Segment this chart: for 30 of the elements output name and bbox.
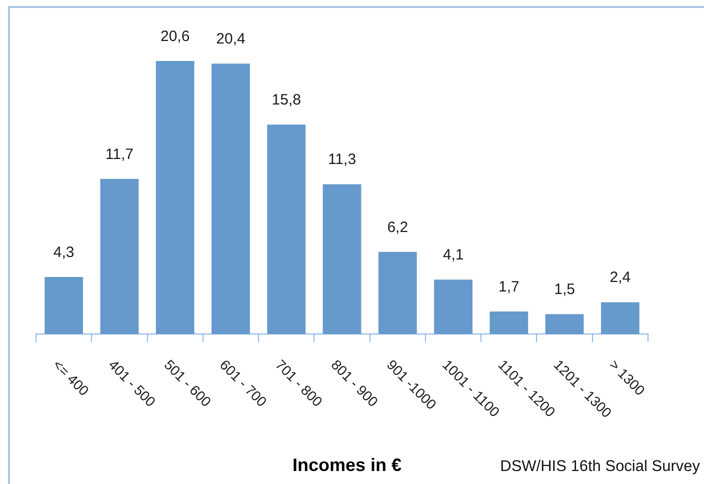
x-axis-title: Incomes in € [292,455,402,475]
data-label: 20,6 [160,28,190,45]
bar [156,60,194,334]
bar [378,252,417,334]
data-label: 1,7 [498,278,520,296]
data-label: 4,1 [442,246,464,264]
x-tick-label: 401 - 500 [106,356,159,410]
bar [322,184,362,334]
data-label: 6,2 [387,218,408,236]
bar [490,311,528,334]
bar [600,302,640,334]
x-tick-label: <= 400 [50,356,92,399]
x-tick-label: 801 - 900 [328,356,382,410]
data-label: 11,3 [328,151,356,168]
bar [44,277,84,334]
bar [267,124,306,334]
data-label: 20,4 [216,30,246,48]
bar [212,64,250,334]
bar [545,314,584,334]
x-tick-label: 501 - 600 [161,356,215,410]
bar [434,280,472,334]
data-label: 1,5 [554,281,575,298]
data-label: 15,8 [272,92,301,109]
data-label: 2,4 [610,269,631,286]
data-label: 4,3 [53,244,74,262]
text: DSW/HIS 16th Social Survey [500,458,700,476]
bar [100,178,139,334]
x-tick-label: 701 - 800 [272,356,326,410]
x-tick-label: 601 - 700 [216,356,270,410]
data-label: 11,7 [105,146,134,163]
